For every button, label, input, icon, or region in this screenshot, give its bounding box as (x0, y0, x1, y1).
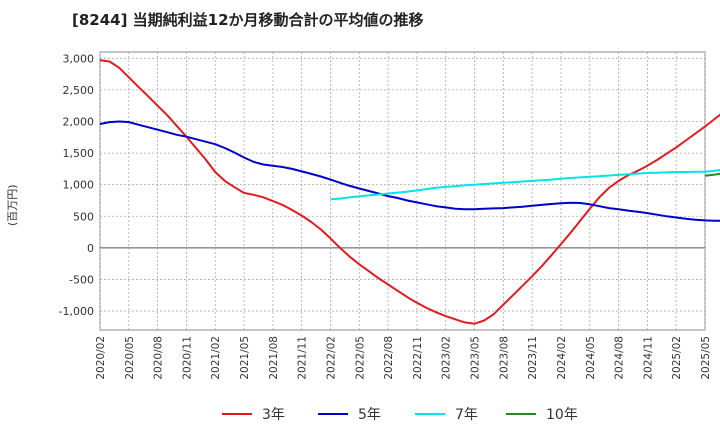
x-tick-label: 2020/11 (181, 336, 193, 380)
y-tick-label: 1,500 (63, 147, 95, 160)
y-tick-label: 1,000 (63, 179, 95, 192)
x-tick-label: 2020/08 (153, 336, 165, 380)
x-tick-label: 2022/11 (412, 336, 424, 380)
series-line (99, 120, 720, 222)
y-tick-label: -500 (69, 273, 94, 286)
x-tick-label: 2021/11 (297, 336, 309, 380)
x-tick-label: 2023/08 (498, 336, 510, 380)
x-tick-label: 2020/05 (124, 336, 136, 380)
x-tick-label: 2024/02 (556, 336, 568, 380)
plot-area (99, 51, 706, 331)
x-tick-label: 2025/02 (671, 336, 683, 380)
series-line (704, 172, 720, 177)
x-tick-label: 2024/08 (614, 336, 626, 380)
y-tick-label: 500 (73, 210, 94, 223)
x-tick-label: 2024/05 (585, 336, 597, 380)
y-tick-label: 2,500 (63, 84, 95, 97)
series-line (330, 169, 720, 201)
x-tick-label: 2025/05 (700, 336, 712, 380)
x-tick-label: 2022/05 (354, 336, 366, 380)
legend-label: 10年 (546, 407, 578, 423)
legend-label: 5年 (358, 407, 381, 423)
y-tick-label: -1,000 (59, 305, 94, 318)
x-tick-label: 2021/08 (268, 336, 280, 380)
y-tick-label: 3,000 (63, 52, 95, 65)
x-tick-label: 2021/05 (239, 336, 251, 380)
x-tick-label: 2022/08 (383, 336, 395, 380)
x-tick-label: 2023/11 (527, 336, 539, 380)
x-tick-label: 2022/02 (325, 336, 337, 380)
x-tick-label: 2023/05 (470, 336, 482, 380)
x-tick-label: 2024/11 (642, 336, 654, 380)
legend-label: 7年 (455, 407, 478, 423)
x-tick-label: 2020/02 (95, 336, 107, 380)
series-line (99, 59, 720, 325)
x-tick-label: 2021/02 (210, 336, 222, 380)
x-tick-label: 2023/02 (441, 336, 453, 380)
chart-title: [8244] 当期純利益12か月移動合計の平均値の推移 (72, 11, 424, 29)
y-tick-label: 0 (87, 242, 94, 255)
y-tick-label: 2,000 (63, 116, 95, 129)
legend-label: 3年 (262, 407, 285, 423)
